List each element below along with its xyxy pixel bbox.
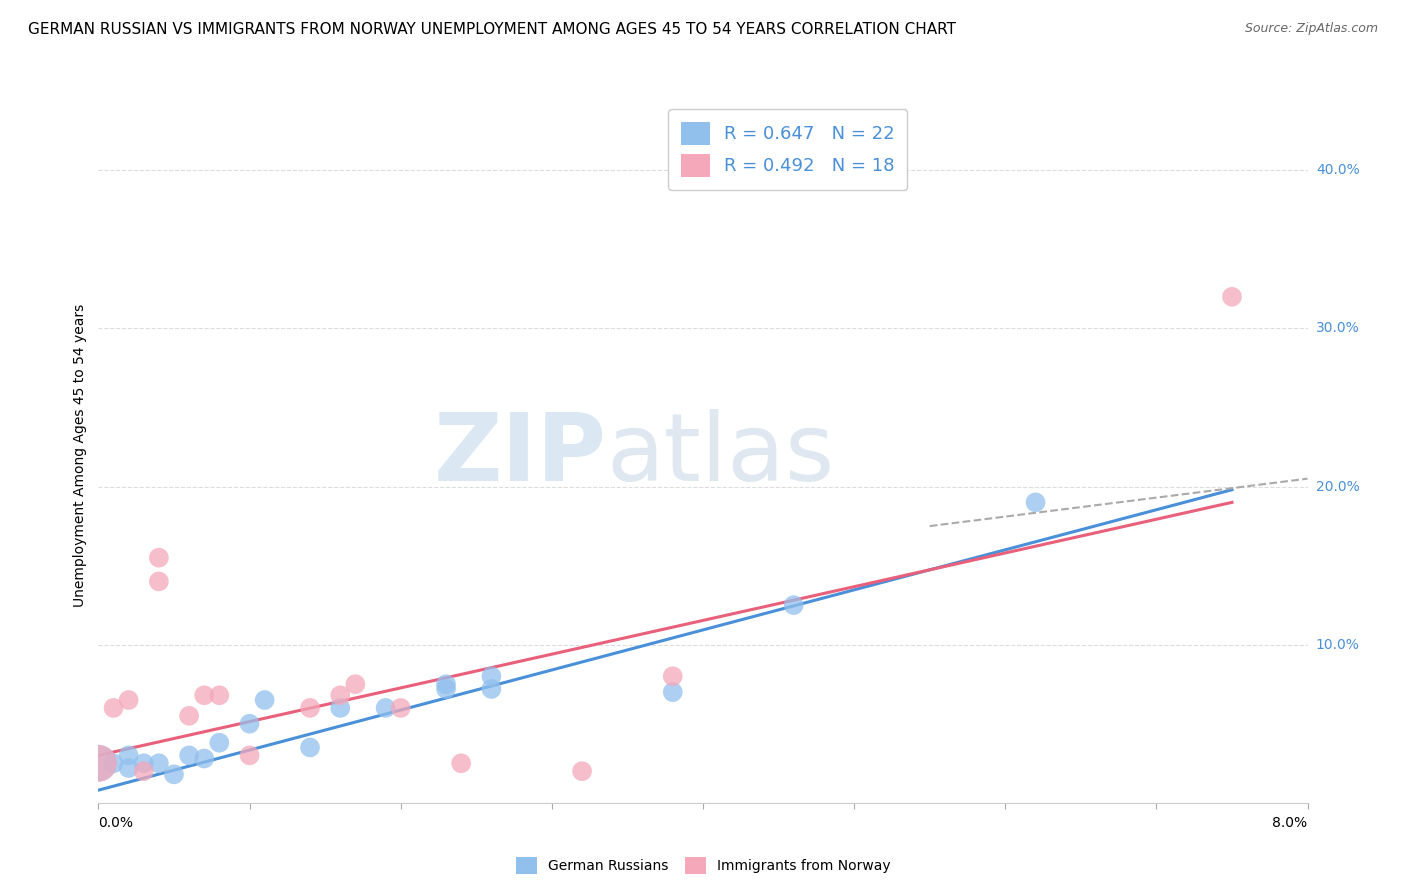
Point xyxy=(163,767,186,781)
Point xyxy=(118,693,141,707)
Point xyxy=(239,748,262,763)
Text: GERMAN RUSSIAN VS IMMIGRANTS FROM NORWAY UNEMPLOYMENT AMONG AGES 45 TO 54 YEARS : GERMAN RUSSIAN VS IMMIGRANTS FROM NORWAY… xyxy=(28,22,956,37)
Point xyxy=(208,736,231,750)
Text: 30.0%: 30.0% xyxy=(1316,321,1360,335)
Text: 20.0%: 20.0% xyxy=(1316,480,1360,493)
Y-axis label: Unemployment Among Ages 45 to 54 years: Unemployment Among Ages 45 to 54 years xyxy=(73,303,87,607)
Point xyxy=(132,764,155,779)
Point xyxy=(103,756,125,771)
Text: Source: ZipAtlas.com: Source: ZipAtlas.com xyxy=(1244,22,1378,36)
Point xyxy=(239,716,262,731)
Point xyxy=(329,688,352,702)
Point xyxy=(571,764,593,779)
Text: 40.0%: 40.0% xyxy=(1316,163,1360,178)
Point xyxy=(179,708,201,723)
Point xyxy=(208,688,231,702)
Point xyxy=(103,701,125,715)
Point xyxy=(661,669,683,683)
Legend: German Russians, Immigrants from Norway: German Russians, Immigrants from Norway xyxy=(509,850,897,880)
Point xyxy=(434,681,457,696)
Point xyxy=(87,756,110,771)
Point xyxy=(1220,290,1243,304)
Point xyxy=(299,701,322,715)
Point xyxy=(450,756,472,771)
Point xyxy=(148,574,170,589)
Point xyxy=(299,740,322,755)
Point xyxy=(479,669,503,683)
Point xyxy=(344,677,367,691)
Text: 8.0%: 8.0% xyxy=(1272,816,1308,830)
Point xyxy=(179,748,201,763)
Point xyxy=(782,598,804,612)
Legend: R = 0.647   N = 22, R = 0.492   N = 18: R = 0.647 N = 22, R = 0.492 N = 18 xyxy=(668,109,907,190)
Point xyxy=(329,701,352,715)
Text: ZIP: ZIP xyxy=(433,409,606,501)
Text: atlas: atlas xyxy=(606,409,835,501)
Point xyxy=(1024,495,1046,509)
Point xyxy=(118,761,141,775)
Point xyxy=(148,756,170,771)
Point xyxy=(118,748,141,763)
Point xyxy=(661,685,683,699)
Point xyxy=(132,756,155,771)
Point xyxy=(434,677,457,691)
Text: 0.0%: 0.0% xyxy=(98,816,134,830)
Point xyxy=(389,701,412,715)
Point xyxy=(479,681,503,696)
Text: 10.0%: 10.0% xyxy=(1316,638,1360,652)
Point xyxy=(253,693,276,707)
Point xyxy=(374,701,396,715)
Point xyxy=(148,550,170,565)
Point xyxy=(87,756,110,771)
Point xyxy=(193,688,215,702)
Point xyxy=(193,751,215,765)
